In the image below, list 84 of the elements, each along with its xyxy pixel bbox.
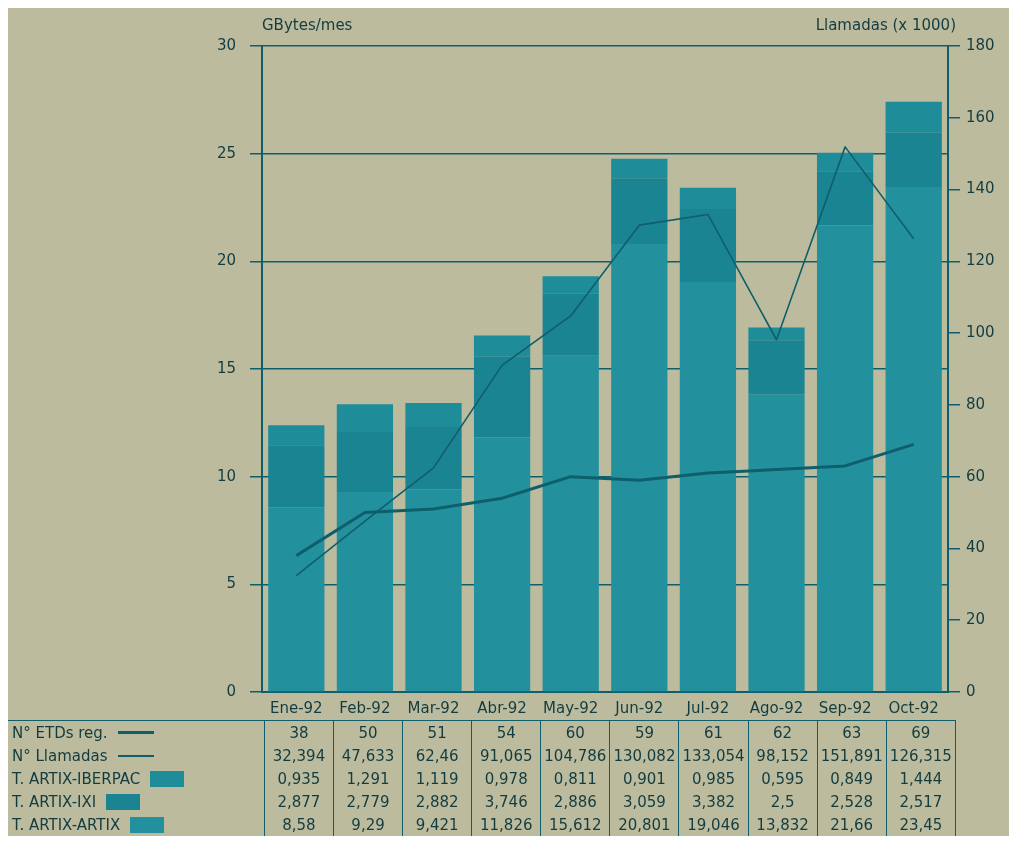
legend-label: T. ARTIX-ARTIX xyxy=(12,815,121,834)
data-label: 54 xyxy=(471,720,541,744)
data-label: 51 xyxy=(402,720,472,744)
data-label: 130,082 xyxy=(609,744,679,767)
data-label: 1,444 xyxy=(886,767,956,790)
data-label: 69 xyxy=(886,720,956,744)
y-tick-label: 10 xyxy=(216,466,236,485)
data-label: 0,595 xyxy=(748,767,818,790)
data-label: 13,832 xyxy=(748,813,818,836)
data-label: 3,746 xyxy=(471,790,541,813)
data-label: 151,891 xyxy=(817,744,887,767)
y2-tick-label: 0 xyxy=(966,681,976,700)
y2-tick-label: 20 xyxy=(966,610,986,629)
data-label: 3,382 xyxy=(678,790,749,813)
data-label: 0,849 xyxy=(817,767,887,790)
data-label: 38 xyxy=(264,720,334,744)
data-label: 9,421 xyxy=(402,813,472,836)
data-label: 2,882 xyxy=(402,790,472,813)
data-label: 23,45 xyxy=(886,813,956,836)
data-label: 9,29 xyxy=(333,813,403,836)
x-tick-label: Abr-92 xyxy=(477,698,527,717)
data-label: 8,58 xyxy=(264,813,334,836)
data-label: 3,059 xyxy=(609,790,679,813)
data-label: 126,315 xyxy=(886,744,956,767)
data-label: 2,528 xyxy=(817,790,887,813)
y-tick-label: 5 xyxy=(226,574,236,593)
data-label: 50 xyxy=(333,720,403,744)
data-label: 11,826 xyxy=(471,813,541,836)
y2-tick-label: 100 xyxy=(966,323,995,341)
data-label: 63 xyxy=(817,720,887,744)
data-label: 15,612 xyxy=(540,813,610,836)
x-tick-label: Jun-92 xyxy=(614,698,664,717)
x-tick-label: Jul-92 xyxy=(685,698,730,717)
legend-label: N° ETDs reg. xyxy=(12,723,108,742)
data-label: 60 xyxy=(540,720,610,744)
data-label: 98,152 xyxy=(748,744,818,767)
data-label: 0,811 xyxy=(540,767,610,790)
data-label: 2,5 xyxy=(748,790,818,813)
y-tick-label: 30 xyxy=(216,35,236,54)
y2-tick-label: 180 xyxy=(966,35,995,54)
y2-tick-label: 60 xyxy=(966,466,986,485)
data-label: 32,394 xyxy=(264,744,334,767)
data-label: 91,065 xyxy=(471,744,541,767)
y2-tick-label: 40 xyxy=(966,538,986,557)
y2-tick-label: 140 xyxy=(966,179,995,198)
y-tick-label: 15 xyxy=(216,358,236,377)
data-label: 1,119 xyxy=(402,767,472,790)
data-label: 61 xyxy=(678,720,749,744)
data-label: 104,786 xyxy=(540,744,610,767)
x-tick-label: May-92 xyxy=(543,698,599,717)
data-label: 21,66 xyxy=(817,813,887,836)
data-label: 133,054 xyxy=(678,744,749,767)
x-tick-label: Oct-92 xyxy=(888,698,939,717)
x-tick-label: Mar-92 xyxy=(407,698,460,717)
y-tick-label: 0 xyxy=(226,681,236,700)
data-label: 62 xyxy=(748,720,818,744)
data-label: 1,291 xyxy=(333,767,403,790)
data-label: 0,978 xyxy=(471,767,541,790)
data-label: 2,779 xyxy=(333,790,403,813)
data-label: 0,985 xyxy=(678,767,749,790)
data-label: 47,633 xyxy=(333,744,403,767)
data-label: 62,46 xyxy=(402,744,472,767)
legend-label: T. ARTIX-IXI xyxy=(12,792,97,811)
data-label: 19,046 xyxy=(678,813,749,836)
data-label: 2,886 xyxy=(540,790,610,813)
x-tick-label: Feb-92 xyxy=(339,698,391,717)
y2-axis-title: Llamadas (x 1000) xyxy=(815,16,956,34)
y2-tick-label: 120 xyxy=(966,251,995,270)
data-label: 0,901 xyxy=(609,767,679,790)
data-label: 59 xyxy=(609,720,679,744)
data-label: 2,517 xyxy=(886,790,956,813)
y2-tick-label: 160 xyxy=(966,107,995,126)
legend-label: T. ARTIX-IBERPAC xyxy=(12,769,141,788)
y-tick-label: 25 xyxy=(216,143,236,162)
legend-label: N° Llamadas xyxy=(12,746,108,765)
x-tick-label: Ago-92 xyxy=(749,698,804,717)
y2-tick-label: 80 xyxy=(966,394,986,413)
x-tick-label: Sep-92 xyxy=(818,698,872,717)
x-tick-label: Ene-92 xyxy=(269,698,323,717)
data-label: 20,801 xyxy=(609,813,679,836)
y-tick-label: 20 xyxy=(216,251,236,270)
data-label: 2,877 xyxy=(264,790,334,813)
y-axis-title: GBytes/mes xyxy=(262,16,353,34)
data-label: 0,935 xyxy=(264,767,334,790)
